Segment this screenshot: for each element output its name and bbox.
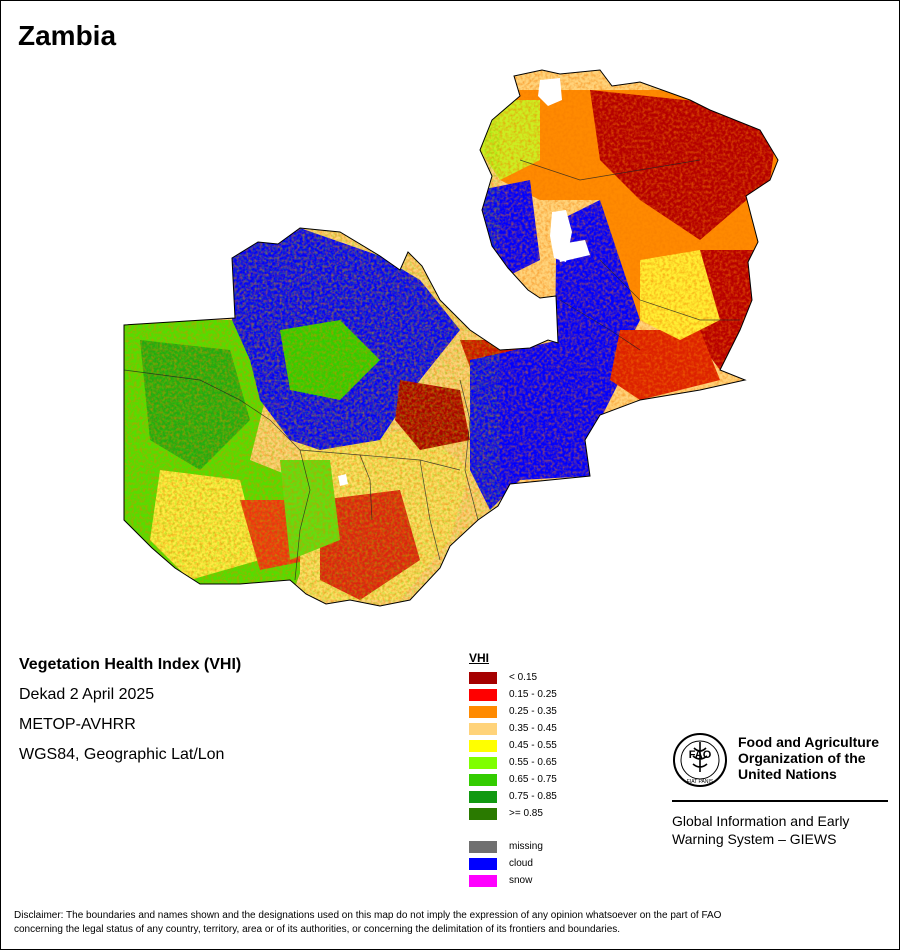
disclaimer-line1: Disclaimer: The boundaries and names sho… [14,910,722,921]
legend-special-swatch [469,874,497,887]
legend-class-row: 0.25 - 0.35 [469,703,557,720]
legend-class-label: 0.25 - 0.35 [509,706,557,717]
map-info-block: Vegetation Health Index (VHI) Dekad 2 Ap… [19,656,241,776]
legend-class-swatch [469,773,497,786]
legend-class-swatch [469,722,497,735]
legend-special-label: snow [509,875,533,886]
legend-class-swatch [469,688,497,701]
legend-special-label: missing [509,841,543,852]
legend-class-label: 0.15 - 0.25 [509,689,557,700]
legend-special-row: missing [469,838,557,855]
legend-class-row: 0.65 - 0.75 [469,771,557,788]
legend-class-label: 0.55 - 0.65 [509,757,557,768]
legend-special-row: snow [469,872,557,889]
zambia-vhi-map [123,69,779,607]
fao-name: Food and Agriculture Organization of the… [738,734,879,782]
legend-class-swatch [469,739,497,752]
legend-class-row: 0.15 - 0.25 [469,686,557,703]
fao-name-line3: United Nations [738,766,837,782]
legend-special: missing cloud snow [469,838,557,889]
legend-class-label: 0.65 - 0.75 [509,774,557,785]
legend-class-swatch [469,671,497,684]
map-area [123,69,779,607]
legend-class-swatch [469,705,497,718]
fao-block: FAO FIAT PANIS Food and Agriculture Orga… [672,732,888,848]
legend-class-label: 0.75 - 0.85 [509,791,557,802]
legend-class-row: 0.75 - 0.85 [469,788,557,805]
legend-class-label: 0.45 - 0.55 [509,740,557,751]
legend-class-swatch [469,790,497,803]
legend-gap [469,822,557,838]
legend-class-row: 0.55 - 0.65 [469,754,557,771]
disclaimer-line2: concerning the legal status of any count… [14,924,621,935]
legend-class-label: < 0.15 [509,672,538,683]
legend-classes: < 0.15 0.15 - 0.25 0.25 - 0.35 0.35 - 0.45 0… [469,669,557,822]
legend-class-label: >= 0.85 [509,808,543,819]
sensor-label: METOP-AVHRR [19,716,136,733]
legend-class-swatch [469,756,497,769]
legend-special-row: cloud [469,855,557,872]
fao-name-line1: Food and Agriculture [738,734,880,750]
fao-divider [672,800,888,802]
legend-class-label: 0.35 - 0.45 [509,723,557,734]
legend-class-row: 0.45 - 0.55 [469,737,557,754]
giews-line1: Global Information and Early [672,813,850,829]
legend-class-swatch [469,807,497,820]
legend-special-swatch [469,857,497,870]
period-label: Dekad 2 April 2025 [19,686,155,703]
country-title: Zambia [18,20,117,51]
legend-special-label: cloud [509,858,533,869]
legend-special-swatch [469,840,497,853]
vhi-legend: VHI < 0.15 0.15 - 0.25 0.25 - 0.35 0.35 - 0… [469,651,557,889]
legend-title: VHI [469,651,490,665]
fao-emblem-text: FAO [689,749,712,761]
legend-class-row: 0.35 - 0.45 [469,720,557,737]
giews-line2: Warning System – GIEWS [672,831,837,847]
fao-emblem-motto: FIAT PANIS [687,779,714,785]
fao-name-line2: Organization of the [738,750,866,766]
legend-class-row: < 0.15 [469,669,557,686]
index-name: Vegetation Health Index (VHI) [19,656,242,673]
projection-label: WGS84, Geographic Lat/Lon [19,746,225,763]
giews-name: Global Information and Early Warning Sys… [672,812,888,848]
fao-emblem-icon: FAO FIAT PANIS [673,733,727,787]
vhi-raster [124,70,778,606]
legend-class-row: >= 0.85 [469,805,557,822]
disclaimer: Disclaimer: The boundaries and names sho… [14,909,884,937]
